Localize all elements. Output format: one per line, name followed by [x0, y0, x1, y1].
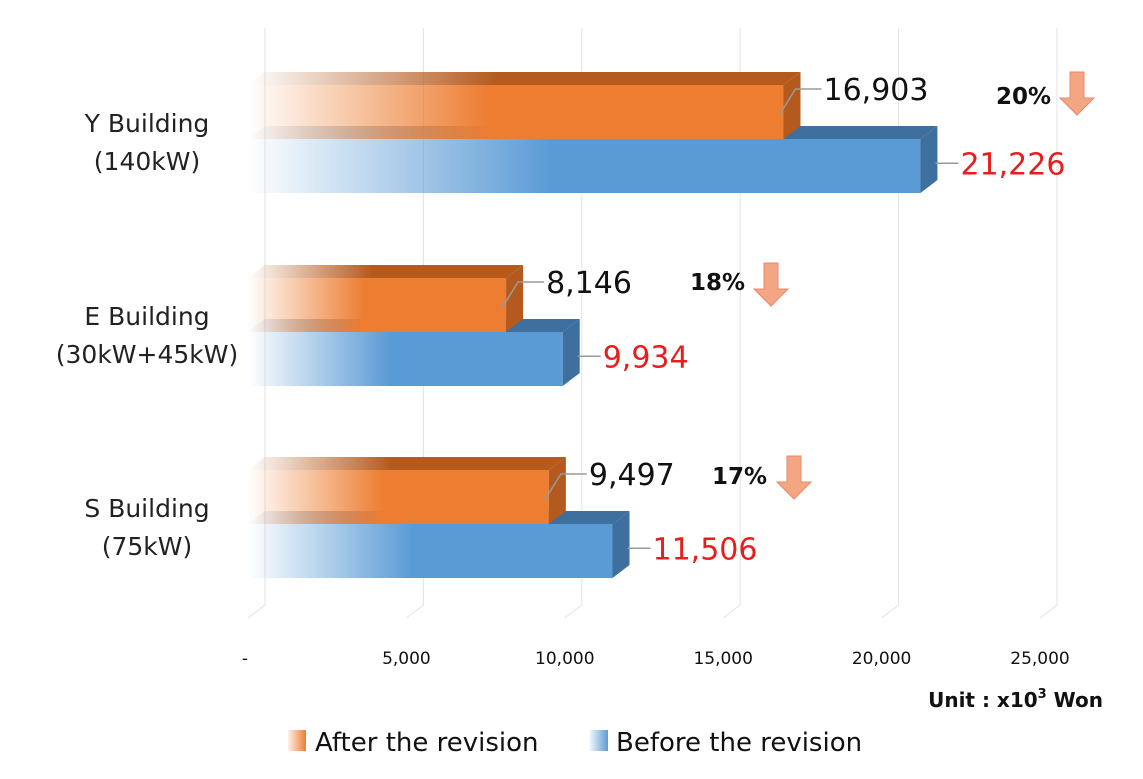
x-tick-label: 20,000 [852, 649, 911, 669]
bar-after-1-front-face [248, 278, 507, 332]
legend: After the revision Before the revision [288, 728, 862, 758]
category-label: S Building (75kW) [84, 494, 209, 561]
category-label: E Building (30kW+45kW) [56, 302, 238, 369]
unit-suffix: Won [1047, 688, 1103, 712]
legend-swatch-before [590, 730, 608, 751]
bar-after-2-front-face [248, 470, 549, 524]
axes: - 5,000 10,000 15,000 20,000 25,000 Y Building… [56, 109, 1070, 669]
legend-label-before: Before the revision [616, 728, 862, 758]
category-label-line2: (30kW+45kW) [56, 340, 238, 369]
leader-line-after [778, 88, 822, 116]
gridline-floor [881, 604, 899, 619]
bar-after-0 [248, 72, 801, 139]
reduction-percent: 17% [712, 464, 767, 490]
bar-before-1-front-face [248, 332, 563, 386]
unit-sup: 3 [1038, 687, 1047, 702]
bar-before-2-side-face [612, 511, 630, 578]
category-label: Y Building (140kW) [84, 109, 210, 176]
legend-label-after: After the revision [315, 728, 539, 758]
gridline-floor [247, 604, 266, 619]
x-tick-label: - [242, 649, 248, 669]
x-tick-label: 25,000 [1010, 649, 1069, 669]
bar-after-0-front-face [248, 85, 784, 139]
gridline-floor [564, 604, 583, 619]
data-label-after: 9,497 [589, 458, 675, 493]
bar-after-2 [248, 457, 566, 524]
category-label-line2: (75kW) [102, 532, 193, 561]
bar-after-1 [248, 265, 524, 332]
data-labels: 16,903 21,226 8,146 9,934 9,497 11,506 20% 18% 1… [501, 71, 1096, 567]
reduction-percent: 18% [690, 270, 745, 296]
data-label-before: 21,226 [960, 147, 1065, 182]
category-label-line1: Y Building [84, 109, 210, 138]
legend-swatch-after [288, 730, 306, 751]
reduction-percent: 20% [996, 84, 1051, 110]
data-label-before: 11,506 [653, 532, 758, 567]
bar-before-0-side-face [920, 126, 938, 193]
bar-after-2-top-face [248, 457, 566, 470]
data-label-before: 9,934 [603, 340, 689, 375]
gridline-floor [722, 604, 741, 619]
data-label-after: 16,903 [823, 73, 928, 108]
x-tick-label: 15,000 [693, 649, 752, 669]
bar-after-0-top-face [248, 72, 801, 85]
bars [248, 72, 938, 578]
bar-before-0-front-face [248, 139, 921, 193]
unit-prefix: Unit : x10 [928, 688, 1038, 712]
x-tick-label: 10,000 [535, 649, 594, 669]
down-arrow-icon [752, 262, 790, 307]
bar-before-1-side-face [562, 319, 580, 386]
category-label-line1: E Building [84, 302, 209, 331]
category-label-line2: (140kW) [94, 147, 200, 176]
gridline-floor [1039, 604, 1058, 619]
unit-label: Unit : x103 Won [928, 687, 1103, 712]
x-tick-label: 5,000 [382, 649, 431, 669]
down-arrow-icon [1058, 71, 1096, 116]
gridline-floor [406, 604, 424, 619]
leader-line-after [501, 281, 545, 309]
down-arrow-icon [775, 455, 813, 500]
category-label-line1: S Building [84, 494, 209, 523]
bar-after-1-top-face [248, 265, 524, 278]
data-label-after: 8,146 [546, 266, 632, 301]
leader-line-after [544, 473, 587, 501]
bar-before-2-front-face [248, 524, 613, 578]
